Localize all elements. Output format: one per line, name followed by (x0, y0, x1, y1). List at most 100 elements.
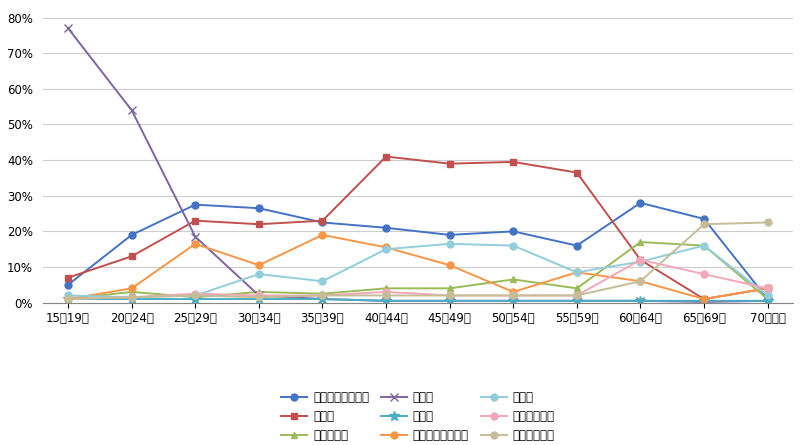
Line: 結婚・離婚・縁組: 結婚・離婚・縁組 (65, 231, 771, 303)
Line: 交通の利便性: 交通の利便性 (65, 256, 771, 303)
交通の利便性 (382, 289, 391, 295)
卒　業 (636, 298, 646, 303)
結婚・離婚・縁組 (509, 289, 518, 295)
交通の利便性 (63, 296, 73, 302)
結婚・離婚・縁組 (63, 296, 73, 302)
転　動 (318, 218, 327, 223)
交通の利便性 (127, 295, 137, 300)
生活の利便性 (445, 293, 454, 298)
転　動 (63, 275, 73, 280)
卒　業 (763, 298, 773, 303)
転　動 (699, 296, 709, 302)
結婚・離婚・縁組 (254, 263, 264, 268)
交通の利便性 (699, 271, 709, 277)
卒　業 (445, 298, 454, 303)
住　宅 (445, 241, 454, 247)
退職・廃業 (636, 239, 646, 245)
就　学 (509, 298, 518, 303)
Line: 生活の利便性: 生活の利便性 (65, 219, 771, 303)
退職・廃業 (127, 289, 137, 295)
結婚・離婚・縁組 (318, 232, 327, 238)
住　宅 (63, 293, 73, 298)
交通の利便性 (763, 286, 773, 291)
交通の利便性 (318, 293, 327, 298)
卒　業 (254, 296, 264, 302)
住　宅 (763, 293, 773, 298)
結婚・離婚・縁組 (763, 286, 773, 291)
結婚・離婚・縁組 (190, 241, 200, 247)
交通の利便性 (445, 293, 454, 298)
Legend: 就職・転職・転業, 転　動, 退職・廃業, 就　学, 卒　業, 結婚・離婚・縁組, 住　宅, 交通の利便性, 生活の利便性: 就職・転職・転業, 転 動, 退職・廃業, 就 学, 卒 業, 結婚・離婚・縁組… (282, 391, 554, 442)
生活の利便性 (318, 293, 327, 298)
就　学 (445, 298, 454, 303)
就職・転職・転業 (509, 229, 518, 234)
Line: 転　動: 転 動 (65, 153, 771, 303)
住　宅 (572, 270, 582, 275)
退職・廃業 (382, 286, 391, 291)
交通の利便性 (254, 293, 264, 298)
就職・転職・転業 (636, 200, 646, 206)
転　動 (763, 286, 773, 291)
就職・転職・転業 (763, 296, 773, 302)
卒　業 (699, 298, 709, 303)
退職・廃業 (318, 291, 327, 296)
退職・廃業 (699, 243, 709, 248)
就職・転職・転業 (318, 220, 327, 225)
退職・廃業 (254, 289, 264, 295)
就　学 (318, 296, 327, 302)
生活の利便性 (63, 296, 73, 302)
就　学 (127, 108, 137, 113)
就職・転職・転業 (572, 243, 582, 248)
就職・転職・転業 (445, 232, 454, 238)
転　動 (127, 254, 137, 259)
卒　業 (63, 296, 73, 302)
退職・廃業 (509, 277, 518, 282)
生活の利便性 (763, 220, 773, 225)
生活の利便性 (127, 295, 137, 300)
卒　業 (190, 296, 200, 302)
住　宅 (382, 247, 391, 252)
結婚・離婚・縁組 (572, 270, 582, 275)
結婚・離婚・縁組 (636, 279, 646, 284)
住　宅 (318, 279, 327, 284)
交通の利便性 (636, 257, 646, 263)
転　動 (254, 222, 264, 227)
住　宅 (190, 293, 200, 298)
就　学 (763, 298, 773, 303)
転　動 (382, 154, 391, 159)
就　学 (254, 293, 264, 298)
生活の利便性 (699, 222, 709, 227)
転　動 (572, 170, 582, 175)
住　宅 (254, 271, 264, 277)
Line: 卒　業: 卒 業 (63, 294, 773, 306)
結婚・離婚・縁組 (445, 263, 454, 268)
卒　業 (127, 296, 137, 302)
就　学 (572, 298, 582, 303)
卒　業 (509, 298, 518, 303)
Line: 住　宅: 住 宅 (65, 240, 771, 301)
卒　業 (318, 296, 327, 302)
生活の利便性 (572, 293, 582, 298)
結婚・離婚・縁組 (382, 245, 391, 250)
卒　業 (382, 298, 391, 303)
退職・廃業 (572, 286, 582, 291)
退職・廃業 (190, 295, 200, 300)
転　動 (445, 161, 454, 166)
就職・転職・転業 (127, 232, 137, 238)
生活の利便性 (636, 279, 646, 284)
住　宅 (127, 295, 137, 300)
転　動 (509, 159, 518, 165)
Line: 就職・転職・転業: 就職・転職・転業 (65, 199, 771, 303)
生活の利便性 (509, 293, 518, 298)
就職・転職・転業 (699, 216, 709, 222)
生活の利便性 (254, 295, 264, 300)
就　学 (699, 299, 709, 304)
住　宅 (509, 243, 518, 248)
転　動 (636, 257, 646, 263)
就　学 (190, 234, 200, 239)
就　学 (63, 26, 73, 31)
住　宅 (636, 259, 646, 264)
就　学 (382, 298, 391, 303)
退職・廃業 (63, 296, 73, 302)
交通の利便性 (190, 291, 200, 296)
